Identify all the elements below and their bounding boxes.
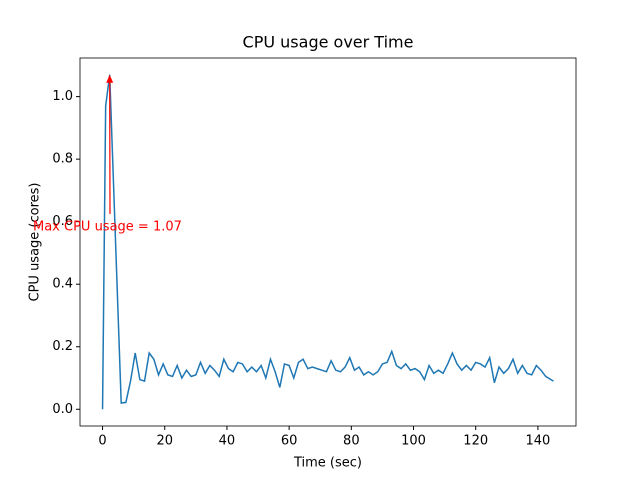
x-tick-label: 80 [343, 434, 360, 449]
y-tick-label: 0.8 [52, 152, 73, 167]
annotation-text: Max CPU usage = 1.07 [33, 220, 182, 235]
x-tick-label: 100 [401, 434, 426, 449]
x-axis-label: Time (sec) [293, 456, 362, 471]
x-tick-label: 120 [463, 434, 488, 449]
x-tick-label: 20 [156, 434, 173, 449]
y-tick-label: 0.0 [52, 402, 73, 417]
y-tick-label: 0.4 [52, 277, 73, 292]
axes-frame [79, 57, 577, 427]
x-tick-label: 0 [98, 434, 106, 449]
y-tick-label: 0.2 [52, 339, 73, 354]
x-tick-label: 140 [525, 434, 550, 449]
x-tick-label: 40 [219, 434, 236, 449]
chart-title: CPU usage over Time [243, 33, 414, 52]
data-line [101, 74, 554, 410]
y-tick-label: 1.0 [52, 89, 73, 104]
annotation-arrowhead [106, 74, 114, 83]
x-tick-label: 60 [281, 434, 298, 449]
y-tick-label: 0.6 [52, 214, 73, 229]
y-axis-label: CPU usage (cores) [28, 183, 43, 302]
